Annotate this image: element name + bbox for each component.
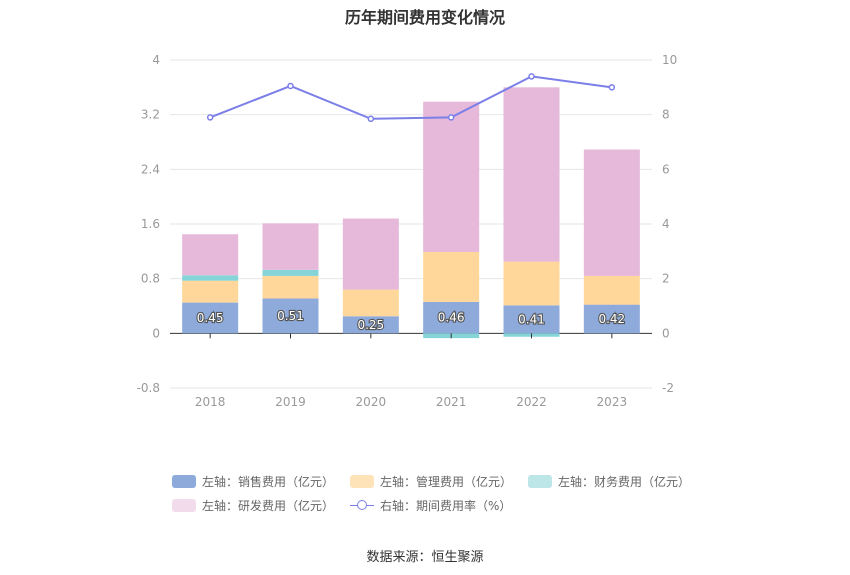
bar-sales [342,316,399,334]
bar-data-label: 0.45 [197,311,224,325]
bar-rd [262,223,319,270]
bar-rd [182,234,239,276]
bar-management [262,275,319,299]
bar-sales [583,304,640,334]
bar-sales [503,305,560,334]
left-axis-tick-label: -0.8 [137,381,160,395]
right-axis-tick-label: 10 [662,53,677,67]
expense-rate-point [447,114,455,121]
left-axis-tick-label: 0 [152,326,160,340]
legend-item-expense-rate[interactable]: 右轴：期间费用率（%） [350,496,511,514]
bar-sales [423,301,480,334]
data-source: 数据来源：恒生聚源 [366,550,484,565]
left-axis-tick-label: 2.4 [141,162,160,176]
bar-rd [423,101,480,253]
bar-data-label: 0.51 [277,309,304,323]
x-axis-tick-label: 2023 [597,395,628,409]
left-axis-tick-label: 0.8 [141,272,160,286]
bar-data-label: 0.41 [518,312,545,326]
bar-data-label: 0.46 [438,311,465,325]
legend-label-finance: 左轴：财务费用（亿元） [558,474,691,489]
legend-item-finance[interactable]: 左轴：财务费用（亿元） [528,472,690,490]
expense-rate-point [528,73,535,80]
x-axis-tick-label: 2018 [195,395,226,409]
bar-finance [182,275,239,281]
left-axis-tick-label: 3.2 [141,108,160,122]
bar-rd [503,87,560,262]
left-axis-tick-label: 4 [152,53,160,67]
expense-rate-point [608,84,616,91]
bar-data-label: 0.42 [598,312,625,326]
expense-rate-point [367,115,375,123]
x-axis-tick-label: 2020 [356,395,387,409]
legend-swatch-rd [172,498,196,512]
right-axis-tick-label: 6 [662,162,670,176]
expense-rate-point [287,82,294,90]
legend-swatch-sales [172,474,196,488]
bar-management [583,275,640,305]
legend-label-expense-rate: 右轴：期间费用率（%） [380,498,512,513]
bar-sales [182,302,239,334]
expense-rate-line [209,75,612,120]
bar-management [503,261,560,306]
bar-management [182,280,239,303]
legend-item-sales[interactable]: 左轴：销售费用（亿元） [172,472,334,490]
legend-item-rd[interactable]: 左轴：研发费用（亿元） [172,496,334,514]
chart-legend: 左轴：销售费用（亿元） 左轴：管理费用（亿元） 左轴：财务费用（亿元） 左轴：研… [172,472,692,520]
legend-swatch-expense-rate [350,499,375,512]
legend-label-management: 左轴：管理费用（亿元） [380,474,513,489]
chart-title: 历年期间费用变化情况 [344,8,505,27]
legend-item-management[interactable]: 左轴：管理费用（亿元） [350,472,512,490]
bar-management [423,252,480,302]
legend-label-sales: 左轴：销售费用（亿元） [202,474,335,489]
legend-label-rd: 左轴：研发费用（亿元） [202,498,335,513]
bar-rd [342,218,399,290]
bar-rd [583,149,640,276]
right-axis-tick-label: 4 [662,217,670,231]
right-axis-tick-label: 2 [662,272,670,286]
bar-finance [262,269,319,276]
expense-rate-point [206,114,214,121]
legend-swatch-management [350,474,375,488]
bar-sales [262,298,319,334]
legend-swatch-finance [528,474,553,488]
bar-management [342,289,399,317]
right-axis-tick-label: 8 [662,108,670,122]
x-axis-tick-label: 2019 [275,395,306,409]
x-axis-tick-label: 2022 [516,395,547,409]
bar-data-label: 0.25 [357,318,384,332]
right-axis-tick-label: 0 [662,326,670,340]
left-axis-tick-label: 1.6 [141,217,160,231]
right-axis-tick-label: -2 [662,381,674,395]
x-axis-tick-label: 2021 [436,395,467,409]
